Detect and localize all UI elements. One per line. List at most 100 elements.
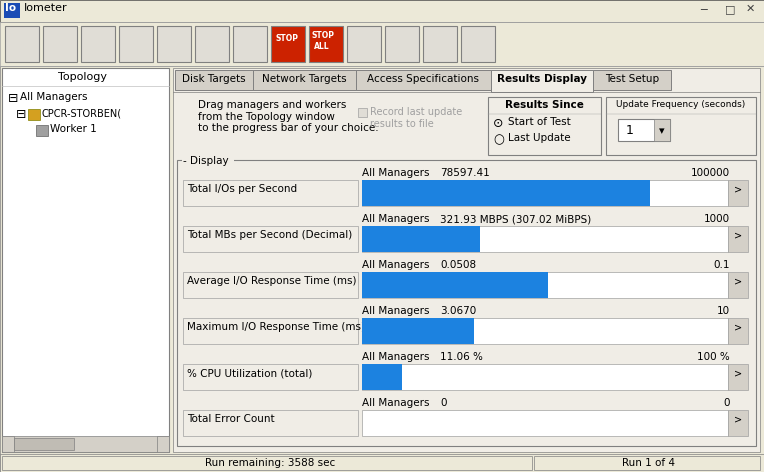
Text: >: >: [734, 368, 742, 378]
Bar: [0, 454, 764, 472]
Bar: [183, 272, 358, 298]
Text: Total I/Os per Second: Total I/Os per Second: [187, 184, 297, 194]
Text: Record last update
results to file: Record last update results to file: [370, 107, 462, 128]
Text: All Managers: All Managers: [362, 398, 429, 408]
Text: Maximum I/O Response Time (ms): Maximum I/O Response Time (ms): [187, 322, 365, 332]
Text: Iometer: Iometer: [24, 3, 68, 13]
Bar: [461, 26, 495, 62]
Bar: [119, 26, 153, 62]
Bar: [362, 318, 474, 344]
Text: 0.0508: 0.0508: [440, 260, 476, 270]
Bar: [2, 436, 169, 452]
Bar: [362, 318, 728, 344]
Bar: [2, 436, 14, 452]
Bar: [423, 26, 457, 62]
Bar: [488, 97, 601, 155]
Text: All Managers: All Managers: [362, 306, 429, 316]
Text: ⊟: ⊟: [16, 108, 27, 121]
Text: Update Frequency (seconds): Update Frequency (seconds): [617, 100, 746, 109]
Text: Total MBs per Second (Decimal): Total MBs per Second (Decimal): [187, 230, 352, 240]
Text: Io: Io: [5, 3, 16, 13]
Text: ▾: ▾: [659, 126, 665, 136]
Bar: [358, 108, 367, 117]
Text: >: >: [734, 276, 742, 286]
Bar: [36, 125, 48, 136]
Bar: [28, 109, 40, 120]
Bar: [491, 70, 593, 92]
Text: Average I/O Response Time (ms): Average I/O Response Time (ms): [187, 276, 357, 286]
Text: Drag managers and workers
from the Topology window
to the progress bar of your c: Drag managers and workers from the Topol…: [198, 100, 379, 133]
Text: Disk Targets: Disk Targets: [182, 74, 246, 84]
Text: □: □: [725, 4, 736, 14]
Bar: [618, 119, 670, 141]
Text: Results Since: Results Since: [504, 100, 584, 110]
Text: 100000: 100000: [691, 168, 730, 178]
Bar: [233, 26, 267, 62]
Bar: [593, 70, 671, 90]
Text: Start of Test: Start of Test: [508, 117, 571, 127]
Bar: [362, 410, 728, 436]
Bar: [728, 410, 748, 436]
Bar: [654, 119, 670, 141]
Bar: [728, 226, 748, 252]
Bar: [0, 66, 764, 472]
Bar: [43, 26, 77, 62]
Text: Run remaining: 3588 sec: Run remaining: 3588 sec: [205, 458, 335, 468]
Bar: [362, 226, 728, 252]
Bar: [309, 26, 343, 62]
Text: Results Display: Results Display: [497, 74, 587, 84]
Text: ○: ○: [493, 133, 504, 146]
Text: STOP: STOP: [275, 34, 298, 43]
Text: - Display: - Display: [183, 156, 228, 166]
Bar: [2, 68, 169, 452]
Bar: [356, 70, 491, 90]
Bar: [271, 26, 305, 62]
Text: Topology: Topology: [59, 72, 108, 82]
Bar: [2, 456, 532, 470]
Bar: [173, 68, 760, 452]
Text: All Managers: All Managers: [362, 168, 429, 178]
Bar: [362, 180, 649, 206]
Text: 11.06 %: 11.06 %: [440, 352, 483, 362]
Bar: [183, 410, 358, 436]
Bar: [362, 364, 728, 390]
Bar: [385, 26, 419, 62]
Text: 78597.41: 78597.41: [440, 168, 490, 178]
Bar: [728, 318, 748, 344]
Bar: [177, 160, 756, 446]
Bar: [362, 180, 728, 206]
Bar: [0, 0, 764, 22]
Text: Worker 1: Worker 1: [50, 124, 97, 134]
Text: 321.93 MBPS (307.02 MiBPS): 321.93 MBPS (307.02 MiBPS): [440, 214, 591, 224]
Bar: [4, 3, 20, 18]
Bar: [347, 26, 381, 62]
Text: All Managers: All Managers: [362, 352, 429, 362]
Text: 1000: 1000: [704, 214, 730, 224]
Text: 0: 0: [440, 398, 446, 408]
Bar: [5, 26, 39, 62]
Bar: [362, 272, 728, 298]
Bar: [534, 456, 760, 470]
Bar: [183, 180, 358, 206]
Bar: [195, 26, 229, 62]
Text: >: >: [734, 414, 742, 424]
Text: 0: 0: [724, 398, 730, 408]
Text: Total Error Count: Total Error Count: [187, 414, 274, 424]
Bar: [362, 226, 480, 252]
Bar: [183, 226, 358, 252]
Bar: [81, 26, 115, 62]
Text: 100 %: 100 %: [698, 352, 730, 362]
Bar: [606, 97, 756, 155]
Bar: [14, 438, 74, 450]
Bar: [728, 180, 748, 206]
Text: STOP: STOP: [311, 31, 334, 40]
Bar: [182, 155, 234, 165]
Text: >: >: [734, 184, 742, 194]
Text: 1: 1: [626, 124, 634, 137]
Text: 10: 10: [717, 306, 730, 316]
Text: % CPU Utilization (total): % CPU Utilization (total): [187, 368, 312, 378]
Bar: [0, 22, 764, 66]
Text: >: >: [734, 230, 742, 240]
Bar: [362, 364, 403, 390]
Text: Network Targets: Network Targets: [262, 74, 346, 84]
